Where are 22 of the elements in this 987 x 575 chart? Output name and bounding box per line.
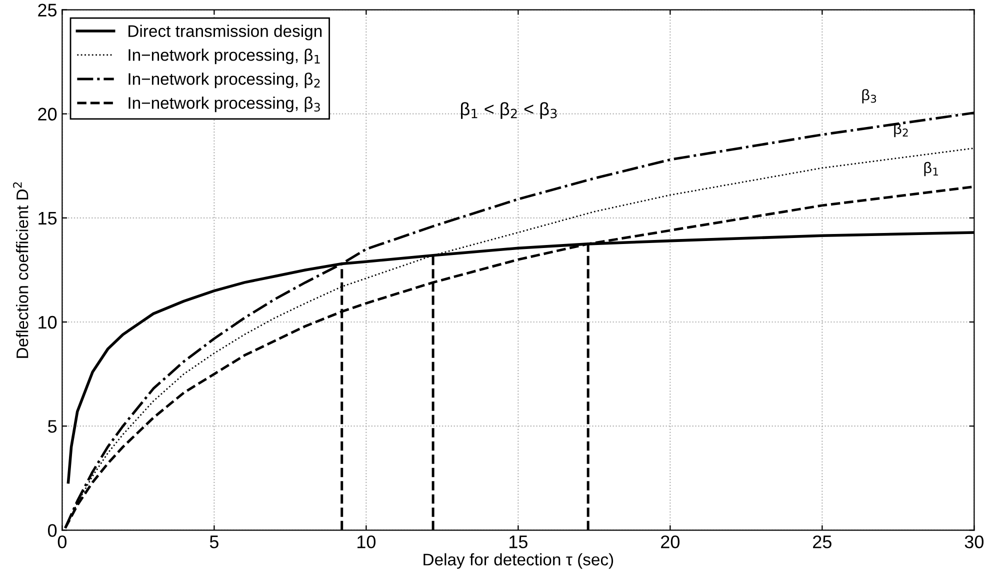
- x-axis-title: Delay for detection τ (sec): [424, 553, 614, 569]
- legend-label: Direct transmission design: [128, 24, 322, 40]
- annotation: β$_{3}$: [862, 89, 876, 104]
- x-tick-label: 5: [210, 536, 218, 548]
- legend-label: In−network processing, β$_{2}$: [128, 72, 320, 88]
- legend-label: In−network processing, β$_{1}$: [128, 48, 320, 64]
- legend-label: In−network processing, β$_{3}$: [128, 96, 320, 112]
- x-tick-label: 30: [964, 535, 984, 548]
- x-tick-label: 10: [358, 535, 376, 548]
- y-tick-label: 15: [38, 212, 57, 225]
- y-axis-title: Deflection coefficient D$^{2}$: [13, 182, 28, 358]
- y-tick-label: 25: [38, 4, 57, 16]
- x-tick-label: 25: [813, 535, 832, 548]
- y-tick-label: 10: [38, 316, 57, 329]
- x-tick-label: 20: [661, 535, 680, 548]
- annotation: β$_{1}$: [924, 162, 938, 176]
- y-tick-label: 20: [38, 108, 57, 121]
- annotation: β$_{1}$ < β$_{2}$ < β$_{3}$: [461, 102, 557, 119]
- y-tick-label: 0: [48, 524, 57, 537]
- x-tick-label: 0: [58, 535, 66, 548]
- y-tick-label: 5: [48, 420, 57, 433]
- x-tick-label: 15: [510, 536, 528, 548]
